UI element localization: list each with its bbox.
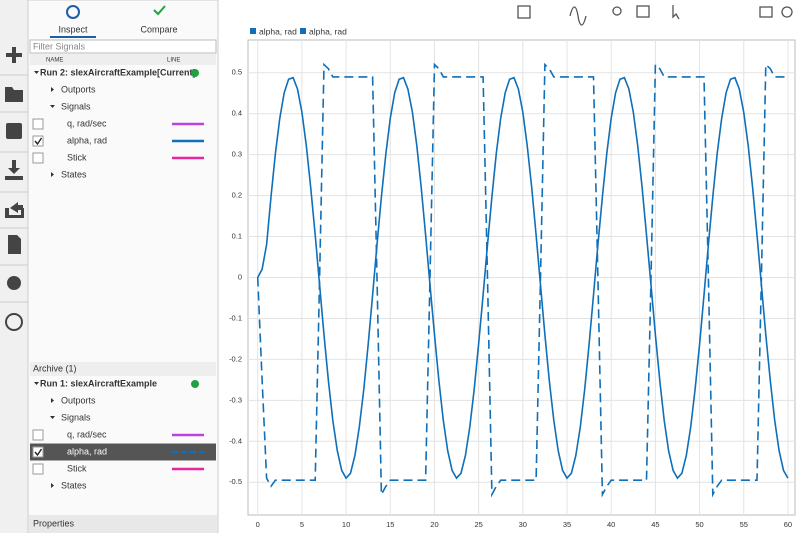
tab[interactable]: Inspect: [58, 24, 88, 34]
plot-toolbar: [219, 0, 800, 24]
status-dot: [191, 380, 199, 388]
x-tick-label: 50: [695, 520, 703, 529]
x-tick-label: 35: [563, 520, 571, 529]
tree-node[interactable]: Signals: [61, 412, 91, 422]
x-tick-label: 20: [430, 520, 438, 529]
run-name[interactable]: Run 2: slexAircraftExample[Current]: [40, 67, 196, 77]
checkbox[interactable]: [33, 119, 43, 129]
x-tick-label: 45: [651, 520, 659, 529]
toolbar: [0, 0, 28, 533]
y-tick-label: -0.2: [229, 354, 242, 363]
column-header: NAME: [46, 58, 63, 64]
x-tick-label: 60: [784, 520, 792, 529]
y-tick-label: 0.1: [232, 232, 242, 241]
legend-swatch: [300, 28, 306, 34]
signal-name[interactable]: q, rad/sec: [67, 429, 107, 439]
tree-node[interactable]: Signals: [61, 101, 91, 111]
y-tick-label: -0.3: [229, 395, 242, 404]
x-tick-label: 40: [607, 520, 615, 529]
checkbox[interactable]: [33, 464, 43, 474]
legend-swatch: [250, 28, 256, 34]
chart: -0.5 -0.4 -0.3 -0.2 -0.1 0 0.1 0.2 0.3 0.4 0.5 0 5 10…: [229, 26, 795, 529]
y-tick-label: 0: [238, 272, 242, 281]
tree-node[interactable]: Outports: [61, 395, 96, 405]
checkbox[interactable]: [33, 430, 43, 440]
y-tick-label: 0.4: [232, 109, 242, 118]
status-dot: [191, 69, 199, 77]
x-tick-label: 55: [740, 520, 748, 529]
x-tick-label: 10: [342, 520, 350, 529]
signal-name[interactable]: Stick: [67, 152, 87, 162]
x-tick-label: 0: [256, 520, 260, 529]
tree-node[interactable]: States: [61, 480, 87, 490]
x-tick-label: 25: [474, 520, 482, 529]
signal-name[interactable]: alpha, rad: [67, 135, 107, 145]
properties-title: Properties: [33, 518, 75, 528]
signal-name[interactable]: q, rad/sec: [67, 118, 107, 128]
signal-name[interactable]: alpha, rad: [67, 446, 107, 456]
x-tick-label: 5: [300, 520, 304, 529]
settings-icon[interactable]: [7, 276, 21, 290]
tree-node[interactable]: States: [61, 169, 87, 179]
signal-name[interactable]: Stick: [67, 463, 87, 473]
selected-row: [30, 444, 216, 461]
report-icon[interactable]: [8, 235, 21, 254]
legend-label: alpha, rad: [309, 26, 347, 36]
y-tick-label: 0.3: [232, 150, 242, 159]
legend-label: alpha, rad: [259, 26, 297, 36]
y-tick-label: -0.4: [229, 436, 242, 445]
column-header: LINE: [167, 58, 180, 64]
y-tick-label: 0.2: [232, 191, 242, 200]
x-tick-label: 30: [519, 520, 527, 529]
y-tick-label: -0.1: [229, 313, 242, 322]
tree-node[interactable]: Outports: [61, 84, 96, 94]
checkbox[interactable]: [33, 153, 43, 163]
active-tab: [50, 36, 96, 38]
x-tick-label: 15: [386, 520, 394, 529]
tab[interactable]: Compare: [140, 24, 177, 34]
archive-title: Archive (1): [33, 363, 77, 373]
run-name[interactable]: Run 1: slexAircraftExample: [40, 378, 157, 388]
y-tick-label: 0.5: [232, 68, 242, 77]
save-icon[interactable]: [6, 123, 22, 139]
y-tick-label: -0.5: [229, 477, 242, 486]
filter-placeholder: Filter Signals: [33, 41, 86, 51]
